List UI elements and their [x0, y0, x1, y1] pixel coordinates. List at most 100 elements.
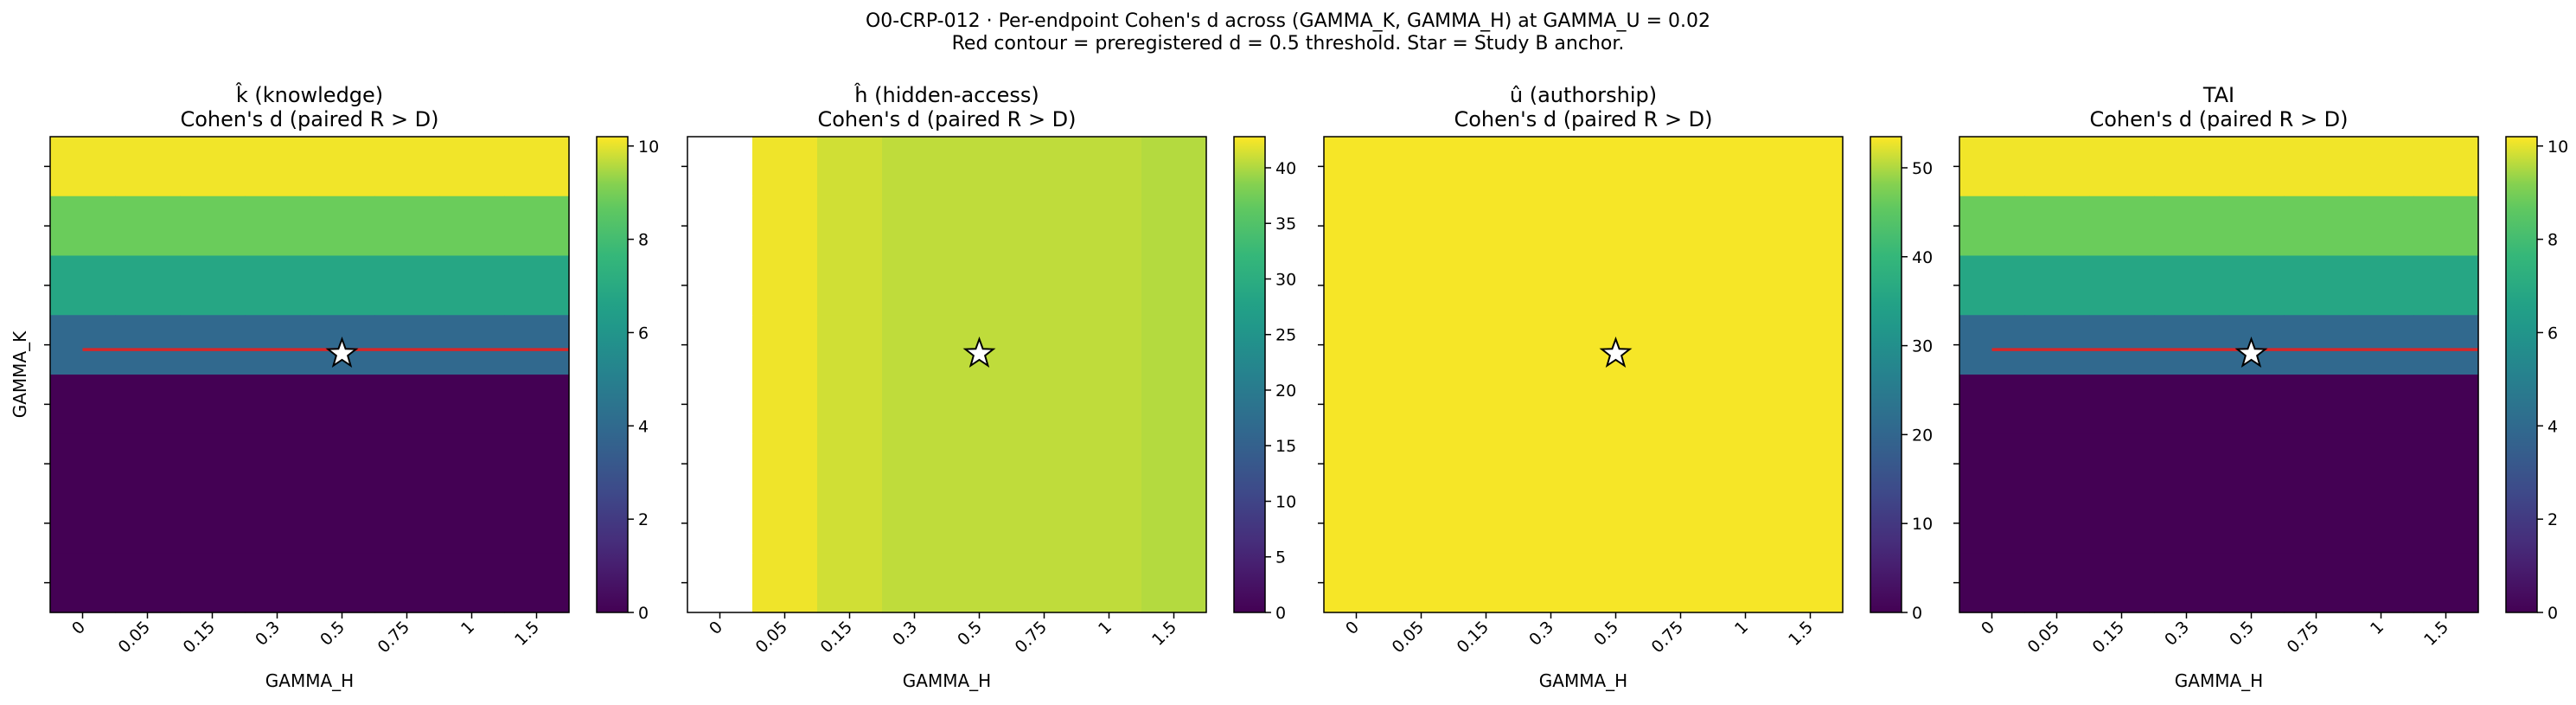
heatmap-cell [1583, 493, 1649, 554]
colorbar-tick-label: 20 [1912, 426, 1933, 445]
heatmap-cell [1583, 195, 1649, 257]
heatmap-cell [439, 315, 505, 375]
heatmap-cell [374, 137, 440, 197]
heatmap-cell [439, 375, 505, 435]
heatmap-cell [687, 137, 753, 197]
study-b-anchor-star [2234, 336, 2268, 369]
heatmap-cell [1324, 493, 1390, 554]
heatmap-cell [374, 493, 440, 554]
heatmap-cell [1518, 433, 1584, 495]
heatmap-cell [1324, 315, 1390, 375]
colorbar-tick-label: 25 [1275, 326, 1296, 345]
heatmap-cell [2284, 195, 2349, 257]
heatmap-cell [1324, 433, 1390, 495]
x-tick-label: 0.5 [316, 618, 348, 650]
panel-subtitle: Cohen's d (paired R > D) [180, 107, 438, 131]
heatmap-cell [1454, 255, 1519, 316]
heatmap-cell [180, 375, 246, 435]
heatmap-cell [1778, 137, 1844, 197]
heatmap-cell [2024, 433, 2090, 495]
x-tick-label: 0 [1342, 618, 1363, 638]
colorbar-tick-label: 20 [1275, 381, 1296, 401]
colorbar-tick-label: 10 [1912, 515, 1933, 534]
heatmap-cell [2024, 137, 2090, 197]
heatmap-cell [1778, 433, 1844, 495]
heatmap-cell [1959, 493, 2025, 554]
colorbar-tick-label: 8 [2547, 231, 2558, 250]
heatmap-cell [310, 553, 375, 613]
heatmap-cell [2219, 137, 2285, 197]
heatmap-cell [1648, 315, 1714, 375]
heatmap-cell [1713, 137, 1779, 197]
heatmap-cell [1959, 375, 2025, 435]
panel-3: û (authorship)Cohen's d (paired R > D) 0 0… [1318, 83, 1933, 691]
heatmap-cell [2154, 255, 2220, 316]
heatmap-cell [1324, 195, 1390, 257]
colorbar-tick-label: 4 [638, 417, 649, 436]
heatmap-cell [2024, 553, 2090, 613]
colorbar-tick-label: 0 [638, 604, 649, 623]
x-tick-label: 1.5 [1785, 618, 1817, 650]
x-tick-label: 0.05 [752, 618, 791, 657]
heatmap-cell [1077, 255, 1142, 316]
heatmap-cell [752, 375, 818, 435]
heatmap-cell [374, 315, 440, 375]
x-tick-label: 0.5 [1590, 618, 1622, 650]
heatmap-cell [1713, 255, 1779, 316]
heatmap-cell [439, 137, 505, 197]
heatmap-cell [947, 375, 1013, 435]
x-tick-label: 0.75 [1648, 618, 1687, 657]
heatmap-cell [50, 375, 116, 435]
heatmap-cell [180, 433, 246, 495]
heatmap-cell [2089, 255, 2155, 316]
heatmap-cell [2284, 315, 2349, 375]
axes-frame [1323, 136, 1844, 613]
heatmap-cell [1713, 553, 1779, 613]
heatmap-cell [50, 137, 116, 197]
heatmap-cell [2349, 433, 2414, 495]
study-b-anchor-star [962, 336, 996, 369]
heatmap-cell [1959, 433, 2025, 495]
x-tick-label: 0.5 [2226, 618, 2258, 650]
heatmap-cell [1778, 255, 1844, 316]
heatmap-cell [2154, 137, 2220, 197]
heatmap-cell [310, 255, 375, 316]
heatmap-cell [439, 493, 505, 554]
x-tick-label: 1.5 [1148, 618, 1180, 650]
colorbar [1870, 136, 1902, 613]
heatmap-cell [50, 433, 116, 495]
heatmap-cell [115, 493, 181, 554]
heatmap-cell [687, 375, 753, 435]
heatmap-cell [1389, 255, 1454, 316]
x-tick-label: 1 [1095, 618, 1115, 638]
heatmap-cell [1454, 433, 1519, 495]
x-tick-label: 0.05 [2024, 618, 2063, 657]
heatmap-cell [2154, 315, 2220, 375]
x-tick-label: 1.5 [511, 618, 543, 650]
heatmap-cell [2349, 375, 2414, 435]
x-tick-label: 0.3 [252, 618, 284, 650]
heatmap-cell [2413, 433, 2479, 495]
heatmap-cell [2413, 137, 2479, 197]
heatmap-cell [1583, 553, 1649, 613]
x-tick-label: 0.3 [1525, 618, 1557, 650]
heatmap-cell [1389, 493, 1454, 554]
heatmap-cell [1324, 553, 1390, 613]
heatmap-cell [1389, 433, 1454, 495]
heatmap-cell [1583, 137, 1649, 197]
x-tick-label: 0.5 [954, 618, 986, 650]
heatmap-cell [1713, 493, 1779, 554]
x-tick-label: 1 [2367, 618, 2387, 638]
x-tick-label: 1.5 [2420, 618, 2452, 650]
colorbar-tick-label: 10 [2547, 138, 2568, 157]
heatmap-cell [752, 493, 818, 554]
heatmap-cell [2284, 137, 2349, 197]
heatmap-cell [817, 137, 883, 197]
colorbar-tick-label: 35 [1275, 215, 1296, 234]
heatmap-cell [115, 137, 181, 197]
panel-2: ĥ (hidden-access)Cohen's d (paired R > D… [681, 82, 1296, 691]
heatmap-cell [2219, 493, 2285, 554]
x-tick-label: 0.3 [889, 618, 921, 650]
heatmap-cell [1012, 553, 1077, 613]
